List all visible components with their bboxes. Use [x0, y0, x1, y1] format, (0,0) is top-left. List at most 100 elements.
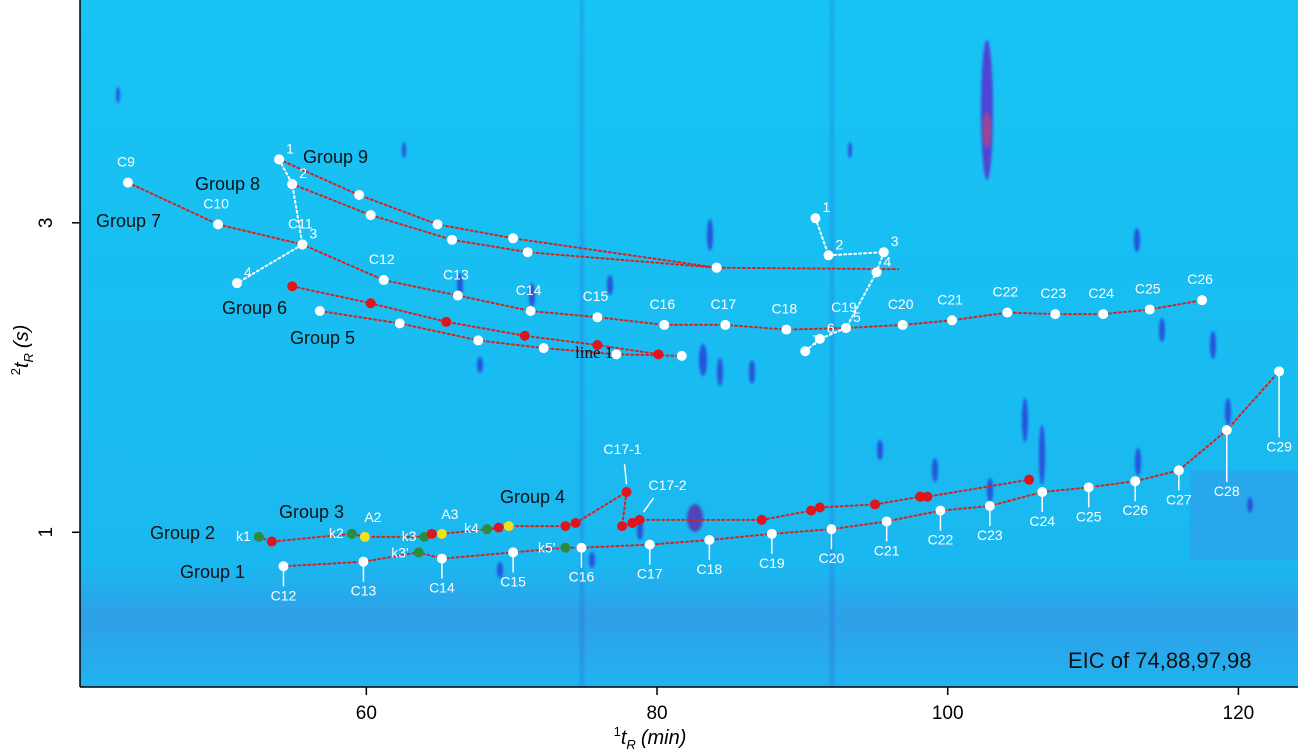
data-point	[611, 349, 622, 360]
point-label: C14	[429, 580, 455, 596]
y-axis-label: 2tR (s)	[8, 325, 36, 376]
series-line	[278, 158, 900, 271]
point-label: C13	[443, 267, 469, 283]
point-label: C17-2	[649, 477, 687, 493]
data-point	[413, 547, 424, 558]
line-annotation: line 1	[575, 343, 613, 362]
data-point	[426, 528, 437, 539]
data-point	[436, 553, 447, 564]
point-label: C18	[697, 561, 723, 577]
data-point	[871, 267, 882, 278]
data-point	[1197, 295, 1208, 306]
point-label: C26	[1187, 271, 1213, 287]
x-label-sub: R	[626, 737, 635, 752]
data-point	[503, 521, 514, 532]
data-point	[1274, 366, 1285, 377]
data-point	[814, 502, 825, 513]
data-point	[676, 350, 687, 361]
point-label: C20	[819, 550, 845, 566]
data-point	[452, 290, 463, 301]
point-label: C29	[1266, 438, 1292, 454]
group-annotation: Group 3	[279, 502, 344, 522]
point-label: 3	[891, 233, 899, 249]
point-label: C26	[1122, 502, 1148, 518]
data-point	[432, 219, 443, 230]
group-label: Group 8	[195, 174, 260, 194]
point-label: C16	[649, 296, 675, 312]
label-arrow	[642, 497, 655, 513]
point-label: C17-1	[603, 441, 641, 457]
point-label: 4	[883, 253, 891, 269]
data-point	[231, 278, 242, 289]
point-label: C22	[928, 532, 954, 548]
point-label: C24	[1088, 285, 1114, 301]
data-point	[1098, 309, 1109, 320]
data-point	[1050, 309, 1061, 320]
point-label: C21	[874, 542, 900, 558]
x-tick-label: 80	[646, 703, 667, 724]
data-point	[653, 349, 664, 360]
data-point	[922, 491, 933, 502]
data-point	[826, 524, 837, 535]
point-label: C19	[831, 299, 857, 315]
point-label: 1	[822, 199, 830, 215]
data-point	[881, 516, 892, 527]
point-label: C14	[516, 282, 542, 298]
series-line	[127, 181, 1204, 331]
point-label: C17	[710, 296, 736, 312]
data-point	[800, 346, 811, 357]
data-point	[935, 505, 946, 516]
data-point	[897, 319, 908, 330]
data-point	[365, 210, 376, 221]
series-line	[291, 285, 660, 356]
data-point	[659, 319, 670, 330]
point-label: 3	[309, 225, 317, 241]
data-point	[378, 275, 389, 286]
data-point	[394, 318, 405, 329]
data-point	[447, 234, 458, 245]
data-point	[508, 547, 519, 558]
data-point	[781, 324, 792, 335]
point-label: 5	[853, 309, 861, 325]
point-label: C23	[977, 527, 1003, 543]
data-point	[266, 536, 277, 547]
data-point	[840, 323, 851, 334]
x-tick-label: 100	[932, 703, 964, 724]
data-point	[1083, 482, 1094, 493]
series-line	[282, 370, 1281, 568]
point-label: C25	[1076, 508, 1102, 524]
x-label-unit: (min)	[641, 727, 687, 749]
data-point	[274, 154, 285, 165]
data-point	[1173, 465, 1184, 476]
eic-annotation: EIC of 74,88,97,98	[1068, 648, 1251, 673]
data-point	[756, 514, 767, 525]
data-point	[1221, 425, 1232, 436]
y-label-sub: R	[21, 353, 36, 362]
data-point	[519, 330, 530, 341]
data-point	[346, 528, 357, 539]
point-label: 7	[812, 332, 820, 348]
data-point	[947, 315, 958, 326]
data-point	[814, 333, 825, 344]
data-point	[287, 179, 298, 190]
point-label: C21	[937, 291, 963, 307]
point-label: C28	[1214, 483, 1240, 499]
point-label: C19	[759, 555, 785, 571]
data-point	[1037, 487, 1048, 498]
point-label: C18	[772, 301, 798, 317]
y-label-sup: 2	[8, 368, 23, 375]
data-point	[297, 239, 308, 250]
point-label: C11	[288, 215, 313, 231]
point-label: A3	[441, 506, 458, 522]
data-point	[278, 561, 289, 572]
point-label: k5'	[538, 540, 555, 556]
point-label: C24	[1029, 513, 1055, 529]
data-point	[823, 250, 834, 261]
x-label-main: t	[621, 727, 628, 749]
point-label: C23	[1040, 285, 1066, 301]
data-point	[1002, 307, 1013, 318]
point-label: k2	[329, 525, 344, 541]
point-label: C17	[637, 566, 663, 582]
data-point	[634, 514, 645, 525]
